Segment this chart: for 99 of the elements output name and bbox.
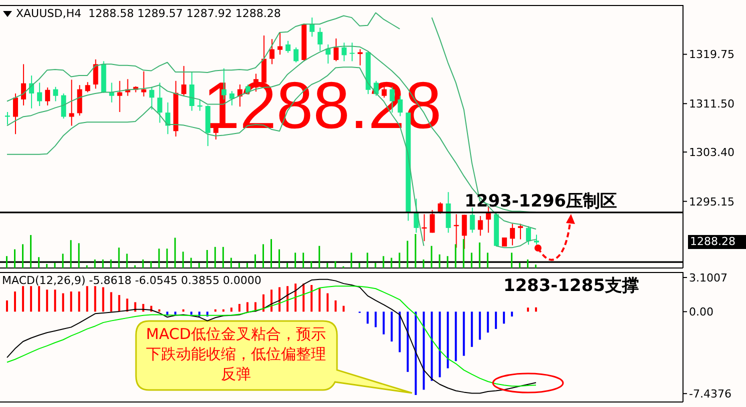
- candlestick: [310, 17, 315, 38]
- bar: [462, 312, 465, 356]
- y-tick-label: 1319.75: [689, 48, 734, 62]
- bar: [286, 286, 289, 312]
- bar: [190, 312, 192, 315]
- bar: [246, 302, 248, 312]
- candlestick: [269, 38, 274, 65]
- bar: [478, 312, 481, 340]
- bar: [22, 286, 24, 312]
- bar: [310, 285, 313, 312]
- bar: [14, 292, 16, 312]
- candlestick: [181, 65, 186, 96]
- bar: [46, 290, 48, 312]
- candlestick: [350, 42, 355, 62]
- y-tick-label: 1303.40: [689, 146, 734, 159]
- bar: [510, 312, 513, 317]
- candlestick: [189, 71, 194, 112]
- bar: [414, 312, 417, 396]
- ref-line-label: 1283-1285支撑: [503, 276, 640, 296]
- candlestick: [53, 86, 58, 102]
- y-tick-label: -7.4376: [689, 388, 732, 401]
- y-tick-label: 1295.15: [689, 195, 734, 208]
- bar: [278, 287, 281, 312]
- candlestick: [157, 82, 162, 124]
- bar: [502, 312, 505, 324]
- bar: [94, 286, 96, 312]
- candlestick: [141, 70, 146, 97]
- bar: [30, 286, 32, 312]
- candlestick: [518, 223, 523, 240]
- candlestick: [5, 111, 10, 126]
- candlestick: [318, 27, 323, 52]
- bar: [342, 306, 345, 312]
- candlestick: [510, 223, 515, 246]
- bar: [86, 286, 88, 312]
- bar: [6, 300, 8, 312]
- bar: [526, 308, 529, 312]
- candlestick: [61, 92, 66, 120]
- candlestick: [117, 80, 122, 112]
- bar: [486, 312, 489, 333]
- bar: [126, 298, 128, 312]
- bar: [38, 286, 40, 312]
- candlestick: [430, 210, 435, 234]
- bar: [534, 307, 537, 312]
- y-tick-label: 1311.50: [689, 98, 734, 111]
- bar: [438, 312, 441, 378]
- bar: [430, 312, 433, 381]
- candlestick: [478, 216, 483, 236]
- bar: [262, 294, 264, 312]
- bar: [294, 284, 297, 312]
- bar: [382, 312, 385, 334]
- candlestick: [13, 92, 18, 135]
- bar: [238, 304, 240, 312]
- candlestick: [342, 42, 347, 62]
- candlestick: [21, 64, 26, 106]
- bar: [334, 300, 337, 312]
- annotation: MACD低位金叉粘合，预示下跌动能收缩，低位偏整理反弹: [146, 324, 326, 384]
- candlestick: [526, 226, 531, 246]
- chart-title: MACD(12,26,9) -5.8618 -6.0545 0.3855 0.0000: [2, 274, 262, 287]
- candlestick: [278, 32, 283, 56]
- candlestick: [470, 207, 475, 234]
- bar: [318, 288, 321, 312]
- candlestick: [109, 82, 114, 103]
- chart-title: XAUUSD,H4 1288.58 1289.57 1287.92 1288.28: [16, 7, 281, 20]
- bar: [494, 312, 497, 329]
- bar: [406, 312, 409, 372]
- bar: [422, 312, 425, 390]
- bar: [110, 292, 112, 312]
- candlestick: [534, 234, 539, 246]
- candlestick: [149, 86, 154, 110]
- candlestick: [334, 38, 339, 62]
- bar: [374, 312, 377, 328]
- bar: [70, 292, 72, 312]
- bar: [78, 292, 80, 312]
- bar: [230, 308, 232, 312]
- y-tick-label: 0.00: [689, 306, 714, 319]
- bar: [470, 312, 473, 347]
- bar: [118, 295, 120, 312]
- candlestick: [93, 58, 98, 90]
- bar: [446, 312, 449, 368]
- bar: [62, 293, 64, 312]
- bar: [398, 312, 401, 352]
- text: 1288.28: [688, 235, 746, 249]
- bar: [102, 287, 104, 312]
- bar: [366, 312, 369, 324]
- y-tick-label: 3.1007: [689, 271, 728, 284]
- candlestick: [286, 40, 291, 54]
- bar: [54, 290, 56, 312]
- candlestick: [45, 86, 50, 106]
- bar: [302, 284, 305, 312]
- bar: [326, 293, 329, 312]
- candlestick: [294, 46, 299, 63]
- bar: [390, 312, 393, 342]
- candlestick: [69, 79, 74, 126]
- candlestick: [77, 84, 82, 116]
- candlestick: [165, 102, 170, 135]
- bar: [454, 312, 457, 362]
- candlestick: [85, 82, 90, 93]
- candlestick: [358, 48, 363, 66]
- candlestick: [37, 82, 42, 107]
